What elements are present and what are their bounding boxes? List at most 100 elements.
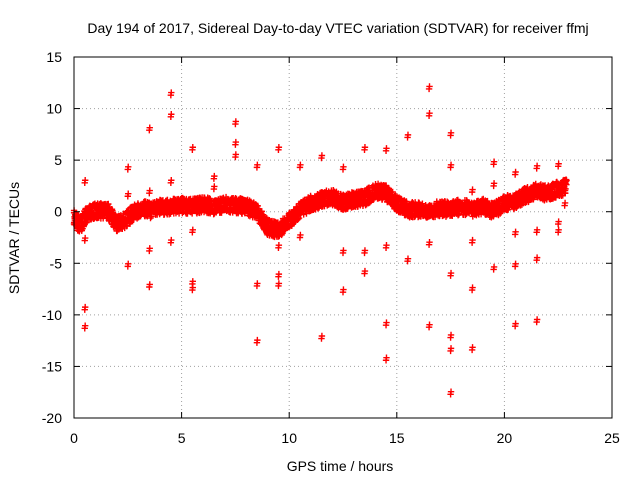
data-point xyxy=(146,245,153,252)
data-point xyxy=(512,228,519,236)
data-point xyxy=(318,332,326,340)
data-point xyxy=(275,144,283,151)
data-point xyxy=(81,322,89,329)
data-point xyxy=(81,303,89,311)
data-point xyxy=(146,187,153,194)
data-point xyxy=(211,183,218,190)
data-point xyxy=(81,234,89,242)
data-point xyxy=(555,226,562,233)
x-tick-label: 15 xyxy=(389,430,405,446)
data-point xyxy=(361,267,369,275)
data-point xyxy=(297,231,304,239)
data-point xyxy=(469,236,476,244)
data-point xyxy=(254,280,261,287)
data-point xyxy=(512,320,519,327)
data-point xyxy=(533,226,541,233)
data-point xyxy=(447,345,455,352)
grid-lines xyxy=(74,57,612,418)
data-point xyxy=(297,161,304,168)
data-point xyxy=(426,83,433,90)
y-tick-label: 0 xyxy=(54,204,62,220)
data-points xyxy=(70,83,570,398)
data-point xyxy=(490,180,498,187)
data-point xyxy=(146,281,153,288)
y-tick-label: -15 xyxy=(42,358,62,374)
data-point xyxy=(275,280,283,287)
data-point xyxy=(125,163,132,171)
data-point xyxy=(189,144,196,151)
data-point xyxy=(340,163,347,171)
data-point xyxy=(168,177,175,184)
data-point xyxy=(125,190,132,197)
data-point xyxy=(533,316,541,323)
data-point xyxy=(563,177,570,184)
data-point xyxy=(361,247,369,254)
data-point xyxy=(447,388,455,395)
data-point xyxy=(189,284,196,291)
y-tick-label: 10 xyxy=(46,101,62,117)
data-point xyxy=(232,151,240,158)
data-point xyxy=(383,319,390,326)
data-point xyxy=(426,110,433,117)
y-axis-label: SDTVAR / TECUs xyxy=(6,182,22,294)
data-point xyxy=(469,186,476,193)
data-point xyxy=(232,118,240,125)
data-point xyxy=(404,131,412,139)
data-point xyxy=(447,331,455,339)
y-tick-label: -20 xyxy=(42,410,62,426)
y-tick-label: 5 xyxy=(54,152,62,168)
data-point xyxy=(469,344,476,351)
data-point xyxy=(383,145,390,152)
data-point xyxy=(148,213,155,220)
data-point xyxy=(232,138,240,146)
x-tick-label: 10 xyxy=(281,430,297,446)
data-point xyxy=(404,255,412,262)
x-tick-label: 5 xyxy=(178,430,186,446)
data-point xyxy=(318,152,326,159)
x-tick-label: 20 xyxy=(497,430,513,446)
data-point xyxy=(207,195,214,203)
data-point xyxy=(447,161,455,168)
data-point xyxy=(512,260,519,268)
data-point xyxy=(254,336,261,344)
data-point xyxy=(447,269,455,277)
data-point xyxy=(146,124,153,131)
data-point xyxy=(512,168,519,176)
data-point xyxy=(340,247,347,254)
data-point xyxy=(330,187,337,194)
data-point xyxy=(275,242,283,249)
data-point xyxy=(469,284,476,291)
data-point xyxy=(361,144,369,151)
y-tick-label: -5 xyxy=(50,255,63,271)
data-point xyxy=(168,236,175,244)
data-point xyxy=(555,160,562,167)
data-point xyxy=(383,242,390,249)
x-tick-label: 25 xyxy=(604,430,620,446)
data-point xyxy=(490,263,498,271)
x-tick-label: 0 xyxy=(70,430,78,446)
data-point xyxy=(383,354,390,361)
data-point xyxy=(168,89,175,96)
data-point xyxy=(555,218,562,225)
data-point xyxy=(447,129,455,137)
data-point xyxy=(490,158,498,165)
y-tick-label: 15 xyxy=(46,49,62,65)
data-point xyxy=(533,162,541,170)
chart-title: Day 194 of 2017, Sidereal Day-to-day VTE… xyxy=(87,20,588,36)
data-point xyxy=(254,202,261,210)
data-point xyxy=(258,208,265,215)
data-point xyxy=(125,260,132,268)
data-point xyxy=(340,286,347,293)
plot-frame xyxy=(73,56,613,419)
data-point xyxy=(211,172,218,180)
data-point xyxy=(81,177,89,184)
data-point xyxy=(426,238,433,246)
data-point xyxy=(189,226,196,233)
data-point xyxy=(189,278,196,285)
data-point xyxy=(275,270,283,278)
axis-ticks: 0 5 10 15 20 25 15 10 5 0 -5 -10 -15 -20 xyxy=(42,49,620,446)
data-point xyxy=(533,254,541,261)
x-axis-label: GPS time / hours xyxy=(287,458,394,474)
y-tick-label: -10 xyxy=(42,307,62,323)
